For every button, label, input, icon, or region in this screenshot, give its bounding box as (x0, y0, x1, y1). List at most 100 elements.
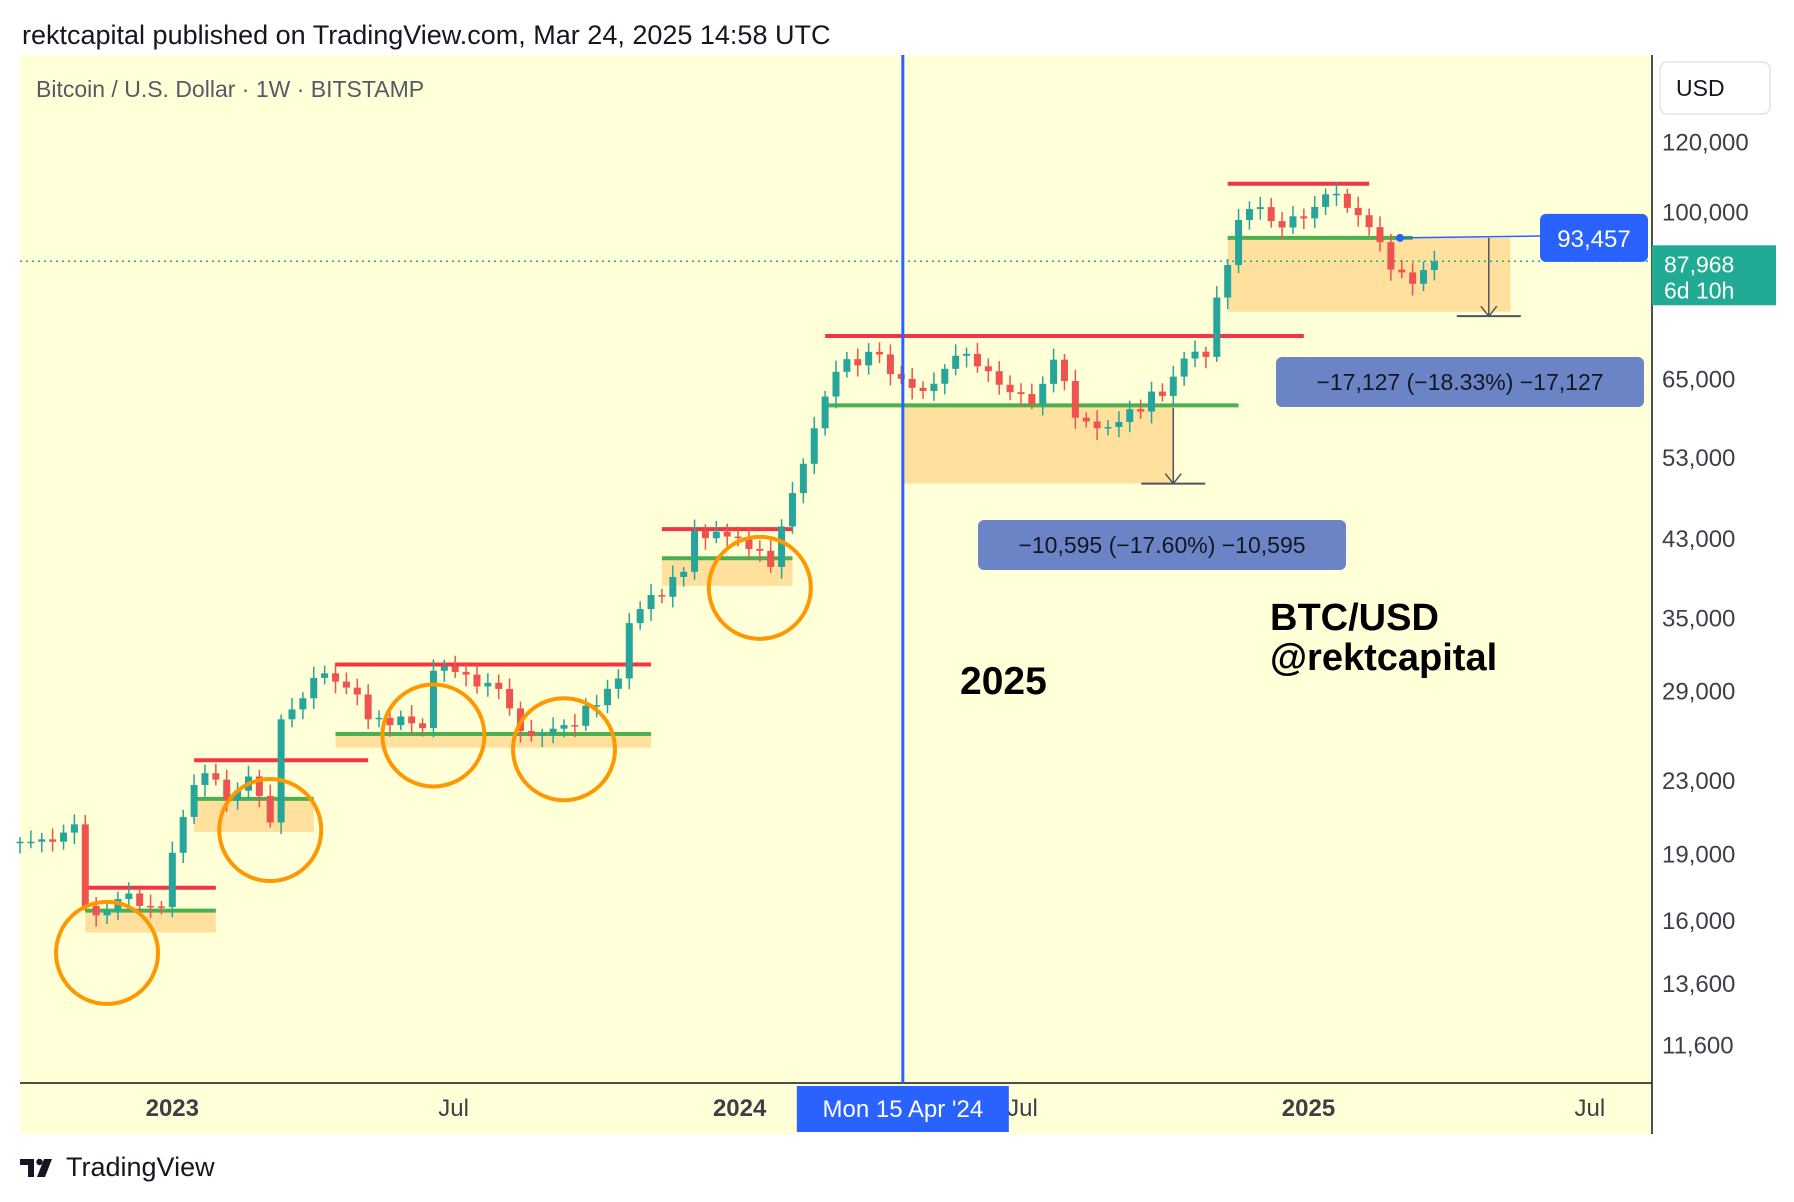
candle[interactable] (919, 381, 927, 399)
candle[interactable] (1158, 383, 1166, 402)
candle[interactable] (527, 719, 535, 742)
candle[interactable] (353, 678, 361, 706)
candle[interactable] (16, 837, 24, 854)
candle[interactable] (419, 718, 427, 737)
currency-button[interactable]: USD (1659, 61, 1771, 115)
candle[interactable] (288, 697, 296, 728)
candle[interactable] (299, 692, 307, 720)
candle[interactable] (1169, 365, 1177, 408)
candle[interactable] (451, 655, 459, 678)
candle[interactable] (680, 566, 688, 587)
candle[interactable] (408, 705, 416, 735)
candle[interactable] (1104, 420, 1112, 436)
candle[interactable] (234, 782, 242, 810)
candle[interactable] (832, 360, 840, 409)
candle[interactable] (60, 824, 68, 850)
candle[interactable] (1289, 206, 1297, 235)
candle[interactable] (342, 672, 350, 695)
candle[interactable] (70, 814, 78, 845)
candle[interactable] (397, 710, 405, 731)
candle[interactable] (1050, 348, 1058, 393)
candle[interactable] (179, 809, 187, 864)
candle[interactable] (647, 584, 655, 621)
candle[interactable] (157, 901, 165, 915)
candle[interactable] (321, 665, 329, 685)
candle[interactable] (1398, 259, 1406, 279)
candle[interactable] (876, 342, 884, 364)
candle[interactable] (1039, 376, 1047, 416)
candle[interactable] (745, 528, 753, 559)
candle[interactable] (1267, 198, 1275, 228)
candle[interactable] (201, 764, 209, 797)
candle[interactable] (81, 814, 89, 911)
candle[interactable] (1430, 250, 1438, 281)
candle[interactable] (1093, 410, 1101, 440)
candle[interactable] (636, 601, 644, 630)
candle[interactable] (1235, 208, 1243, 274)
candle[interactable] (1354, 196, 1362, 227)
candle[interactable] (614, 669, 622, 699)
highlight-circle[interactable] (217, 777, 324, 884)
candle[interactable] (854, 348, 862, 377)
candle[interactable] (930, 372, 938, 401)
candle[interactable] (941, 364, 949, 395)
highlight-circle[interactable] (706, 534, 813, 641)
candle[interactable] (1028, 383, 1036, 410)
candle[interactable] (1082, 412, 1090, 428)
candle[interactable] (266, 784, 274, 828)
candle[interactable] (1213, 286, 1221, 362)
candle[interactable] (669, 565, 677, 608)
candle[interactable] (723, 523, 731, 548)
candle[interactable] (984, 358, 992, 382)
candle[interactable] (1017, 383, 1025, 406)
candle[interactable] (886, 344, 894, 386)
candle[interactable] (103, 900, 111, 925)
candle[interactable] (49, 828, 57, 852)
candle[interactable] (1180, 351, 1188, 386)
candle[interactable] (908, 367, 916, 400)
candle[interactable] (1202, 346, 1210, 369)
candle[interactable] (1409, 262, 1417, 296)
candle[interactable] (1420, 261, 1428, 292)
candle[interactable] (821, 390, 829, 436)
candle[interactable] (168, 841, 176, 918)
candle[interactable] (1365, 208, 1373, 236)
candle[interactable] (484, 673, 492, 697)
candle[interactable] (1278, 211, 1286, 240)
candle[interactable] (332, 663, 340, 694)
candle[interactable] (1126, 400, 1134, 433)
candle[interactable] (963, 347, 971, 368)
candle[interactable] (1115, 411, 1123, 438)
candle[interactable] (190, 774, 198, 825)
candle[interactable] (1071, 369, 1079, 429)
candle[interactable] (897, 366, 905, 384)
candle[interactable] (593, 694, 601, 718)
candle[interactable] (1060, 353, 1068, 391)
candle[interactable] (778, 519, 786, 579)
candle[interactable] (1311, 195, 1319, 229)
candle[interactable] (27, 830, 35, 849)
candle[interactable] (571, 714, 579, 738)
candle[interactable] (1376, 216, 1384, 252)
candle[interactable] (799, 458, 807, 504)
candle[interactable] (1322, 188, 1330, 215)
candle[interactable] (255, 769, 263, 808)
highlight-circle[interactable] (511, 696, 617, 803)
candle[interactable] (364, 684, 372, 730)
candle[interactable] (136, 887, 144, 912)
candle[interactable] (865, 343, 873, 375)
candle[interactable] (1245, 201, 1253, 230)
candle[interactable] (1148, 381, 1156, 424)
candle[interactable] (440, 659, 448, 682)
candle[interactable] (429, 659, 437, 738)
candle[interactable] (538, 728, 546, 747)
candle[interactable] (1343, 188, 1351, 213)
candle[interactable] (147, 894, 155, 919)
candle[interactable] (952, 344, 960, 376)
candle[interactable] (788, 481, 796, 534)
candle[interactable] (549, 717, 557, 744)
candle[interactable] (212, 763, 220, 786)
candle[interactable] (310, 666, 318, 710)
candle[interactable] (973, 342, 981, 373)
